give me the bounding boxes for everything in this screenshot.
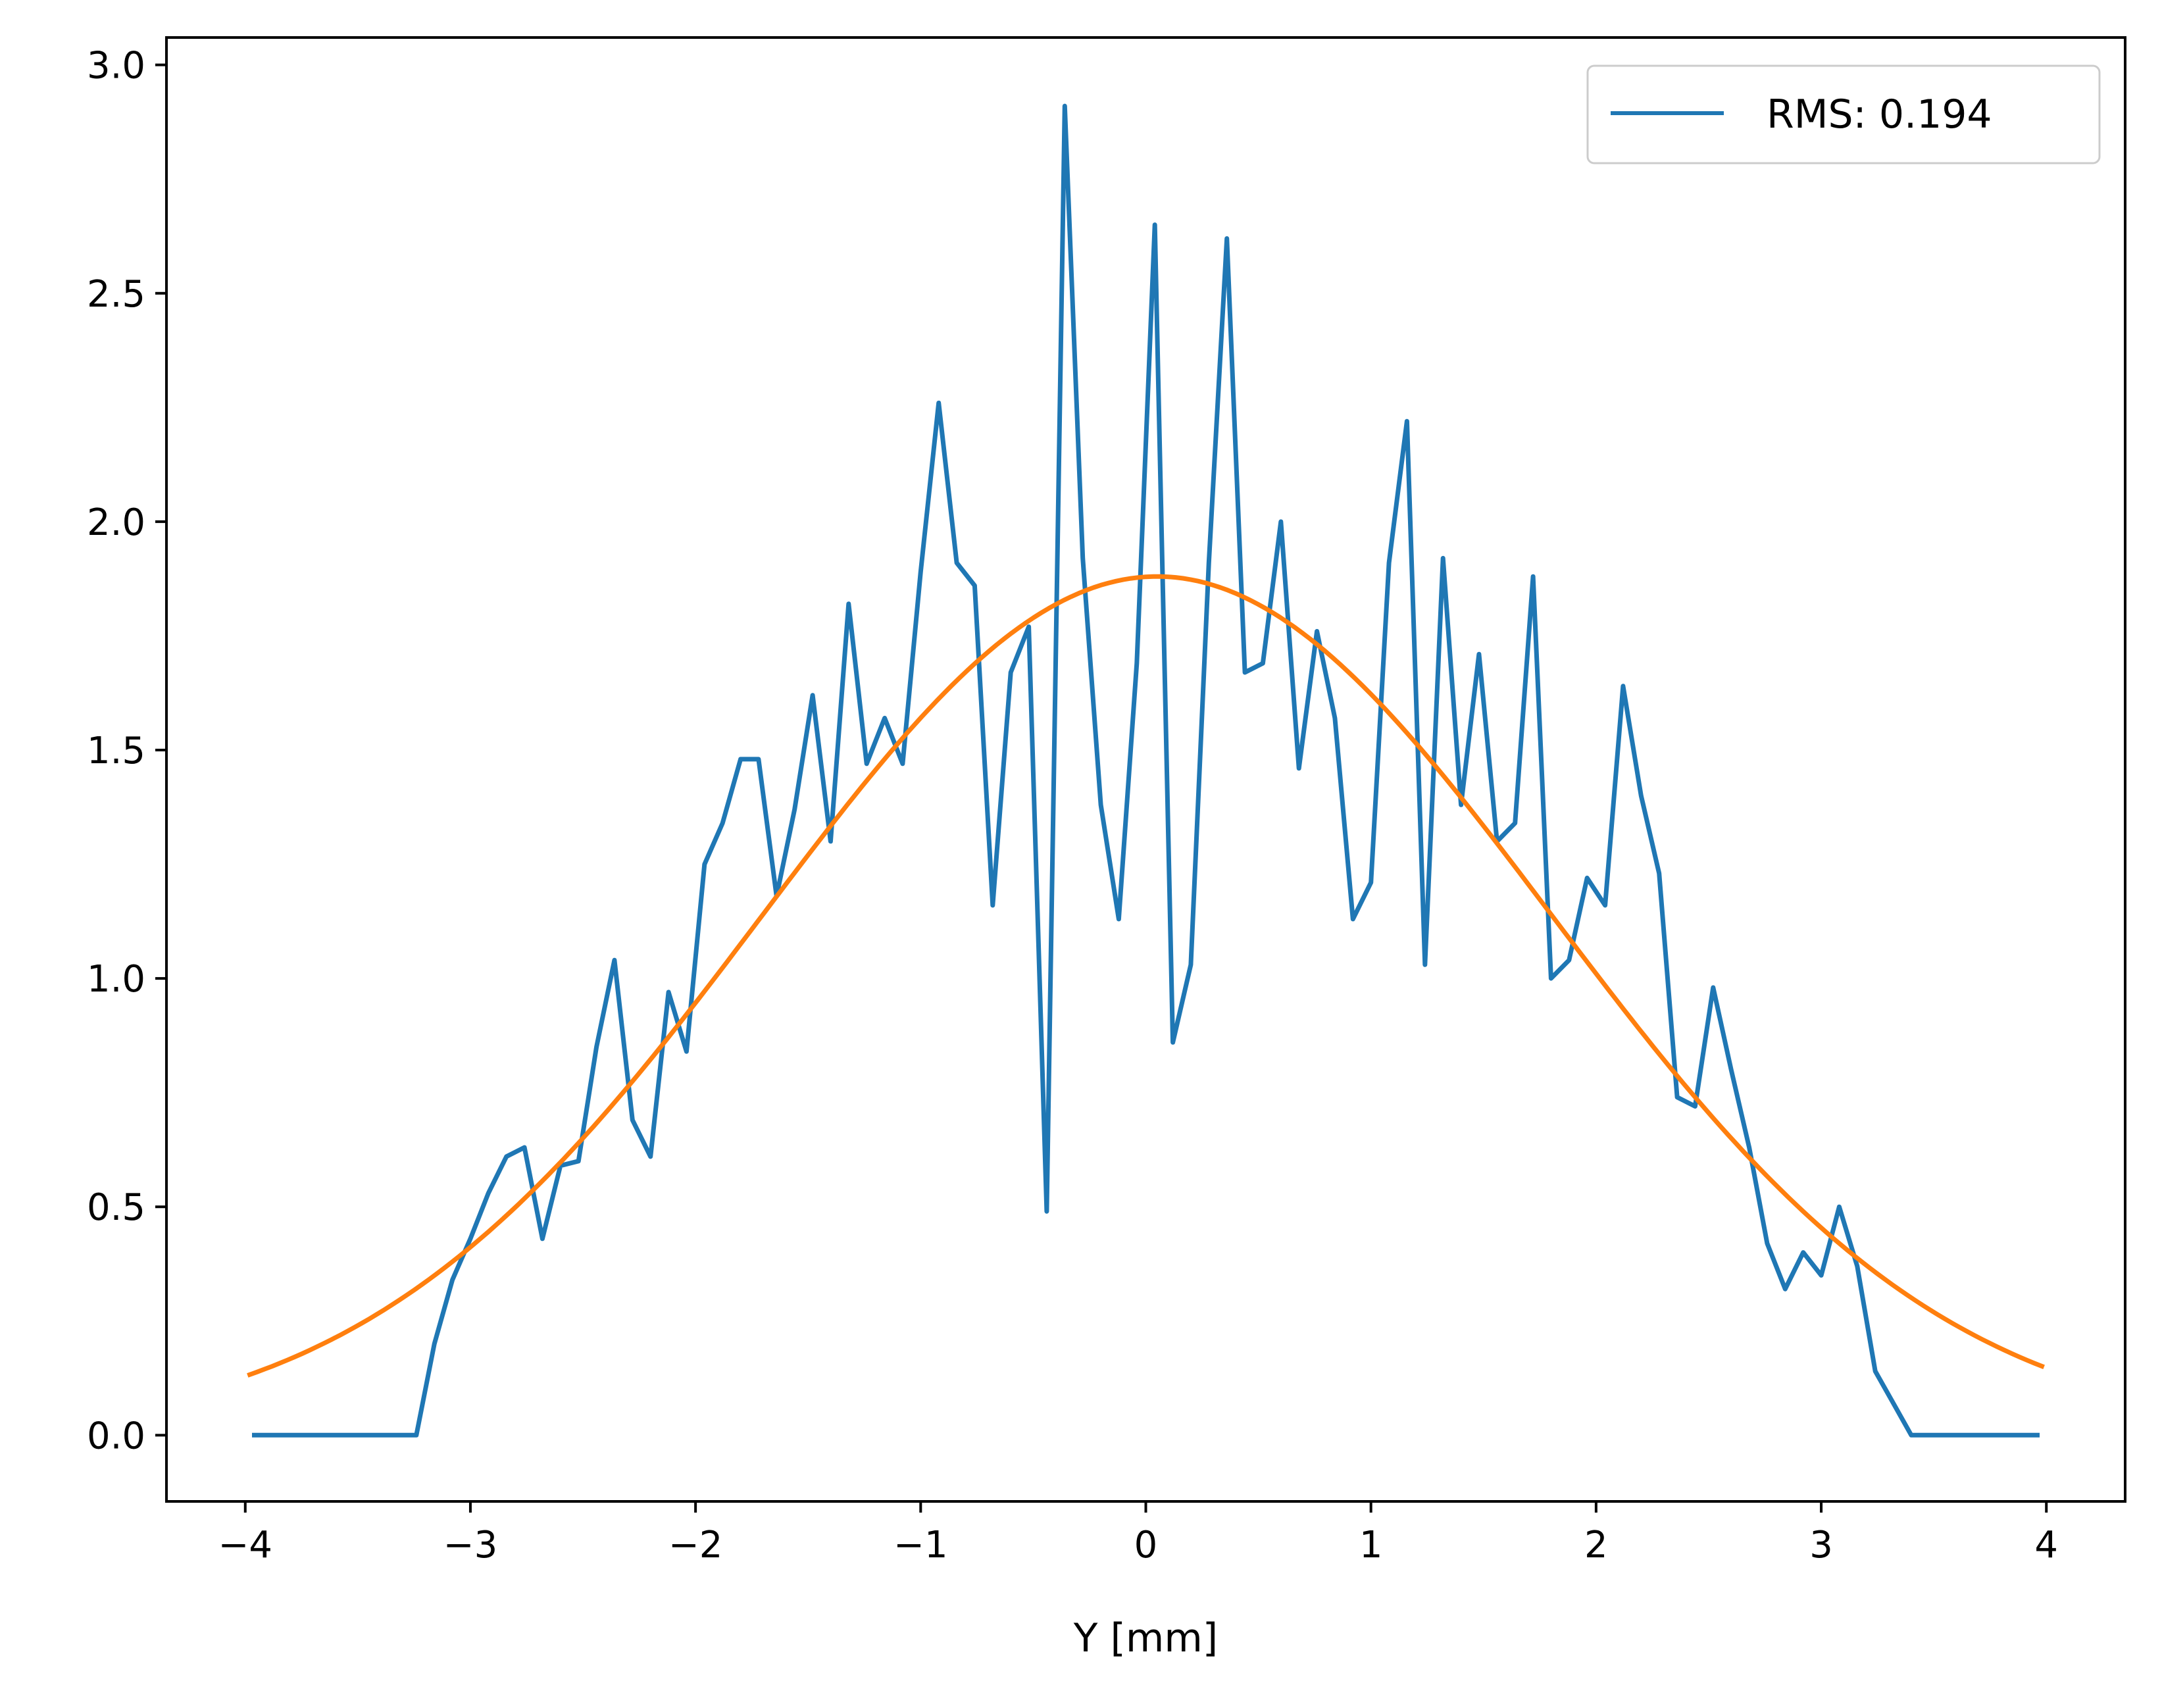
y-tick-label: 2.0 (87, 501, 145, 544)
y-axis-ticks: 0.0 0.5 1.0 1.5 2.0 2.5 3.0 (87, 45, 166, 1457)
x-tick-label: 0 (1134, 1524, 1158, 1567)
y-tick-label: 0.5 (87, 1186, 145, 1229)
x-tick-label: −1 (893, 1524, 948, 1567)
legend: RMS: 0.194 (1586, 64, 2101, 164)
y-tick-label: 1.5 (87, 730, 145, 772)
series-line-rms (252, 103, 2040, 1438)
series-layer (247, 103, 2045, 1438)
x-axis-ticks: −4 −3 −2 −1 0 1 2 3 4 (218, 1501, 2058, 1567)
y-tick-label: 0.0 (87, 1415, 145, 1457)
series-line-fit (247, 574, 2045, 1378)
y-tick-label: 2.5 (87, 273, 145, 316)
y-tick-label: 1.0 (87, 958, 145, 1001)
x-axis-label: Y [mm] (1073, 1615, 1218, 1661)
x-tick-label: 2 (1584, 1524, 1608, 1567)
legend-label-rms: RMS: 0.194 (1767, 91, 1992, 138)
x-tick-label: 4 (2034, 1524, 2058, 1567)
x-tick-label: −3 (443, 1524, 498, 1567)
x-tick-label: −4 (218, 1524, 272, 1567)
x-tick-label: 1 (1359, 1524, 1383, 1567)
x-tick-label: 3 (1809, 1524, 1833, 1567)
legend-box (1586, 64, 2101, 164)
y-tick-label: 3.0 (87, 45, 145, 88)
x-tick-label: −2 (668, 1524, 723, 1567)
